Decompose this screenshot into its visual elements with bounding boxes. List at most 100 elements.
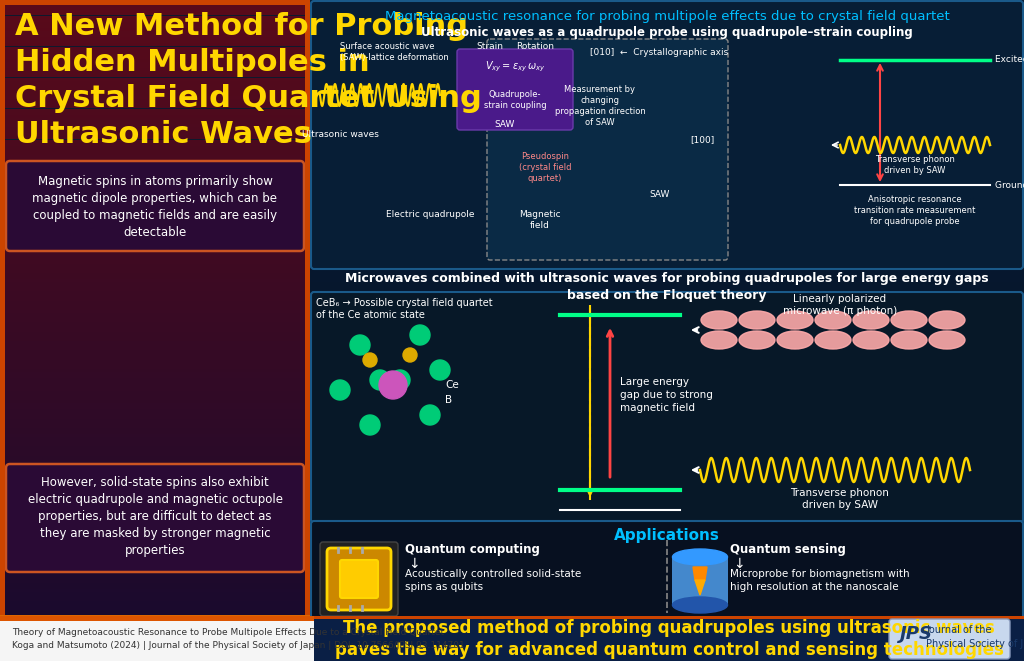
Bar: [310, 397, 1024, 400]
Bar: [0, 307, 310, 310]
Bar: [0, 40, 310, 44]
Bar: [310, 369, 1024, 372]
Bar: [0, 22, 310, 25]
Bar: [310, 493, 1024, 496]
Bar: [0, 229, 310, 233]
Bar: [310, 276, 1024, 279]
Bar: [0, 310, 310, 313]
Bar: [0, 75, 310, 77]
Bar: [310, 56, 1024, 59]
Bar: [0, 323, 310, 325]
Ellipse shape: [739, 311, 775, 329]
FancyBboxPatch shape: [6, 161, 304, 251]
Bar: [0, 558, 310, 561]
Bar: [310, 394, 1024, 397]
Text: Electric quadrupole: Electric quadrupole: [386, 210, 474, 219]
Text: Rotation: Rotation: [516, 42, 554, 51]
Bar: [310, 406, 1024, 409]
Ellipse shape: [853, 311, 889, 329]
Bar: [310, 605, 1024, 607]
Bar: [310, 521, 1024, 524]
Bar: [310, 235, 1024, 239]
Bar: [310, 264, 1024, 266]
Bar: [310, 446, 1024, 449]
Bar: [0, 521, 310, 524]
FancyBboxPatch shape: [311, 1, 1023, 269]
Bar: [0, 211, 310, 214]
Bar: [0, 19, 310, 22]
Text: A New Method for Probing
Hidden Multipoles in
Crystal Field Quartet Using
Ultras: A New Method for Probing Hidden Multipol…: [15, 12, 481, 149]
Bar: [0, 524, 310, 527]
Bar: [0, 586, 310, 589]
Bar: [310, 118, 1024, 121]
Bar: [0, 316, 310, 319]
Bar: [310, 449, 1024, 453]
Bar: [0, 512, 310, 515]
Bar: [310, 279, 1024, 282]
Bar: [0, 186, 310, 189]
Bar: [310, 25, 1024, 28]
Bar: [310, 617, 1024, 620]
Bar: [310, 152, 1024, 155]
Bar: [310, 208, 1024, 211]
Bar: [0, 105, 310, 108]
Bar: [310, 53, 1024, 56]
Circle shape: [370, 370, 390, 390]
Bar: [0, 139, 310, 143]
Bar: [310, 214, 1024, 217]
Bar: [310, 171, 1024, 174]
Bar: [310, 363, 1024, 366]
Bar: [0, 561, 310, 564]
Text: SAW: SAW: [495, 120, 515, 129]
Bar: [0, 539, 310, 543]
Bar: [0, 356, 310, 360]
Bar: [305, 0, 310, 620]
Bar: [0, 543, 310, 545]
Bar: [310, 524, 1024, 527]
Bar: [0, 87, 310, 90]
Bar: [0, 205, 310, 208]
Bar: [310, 223, 1024, 226]
Bar: [0, 208, 310, 211]
Bar: [310, 344, 1024, 347]
Text: $V_{xy} = \varepsilon_{xy}\,\omega_{xy}$: $V_{xy} = \varepsilon_{xy}\,\omega_{xy}$: [484, 60, 545, 75]
Bar: [310, 245, 1024, 248]
Bar: [0, 59, 310, 62]
Bar: [0, 574, 310, 576]
Bar: [310, 453, 1024, 455]
Bar: [310, 304, 1024, 307]
Bar: [0, 3, 310, 6]
Bar: [0, 161, 310, 165]
Bar: [310, 266, 1024, 270]
Bar: [0, 96, 310, 99]
Bar: [0, 273, 310, 276]
Text: Transverse phonon
driven by SAW: Transverse phonon driven by SAW: [791, 488, 890, 510]
Bar: [310, 555, 1024, 558]
FancyBboxPatch shape: [889, 619, 1010, 659]
Circle shape: [330, 380, 350, 400]
Bar: [0, 183, 310, 186]
Bar: [310, 149, 1024, 152]
Bar: [310, 192, 1024, 195]
Bar: [0, 279, 310, 282]
Bar: [310, 260, 1024, 264]
Bar: [310, 248, 1024, 251]
Bar: [310, 338, 1024, 341]
Bar: [0, 527, 310, 530]
Bar: [0, 34, 310, 37]
Circle shape: [403, 348, 417, 362]
Bar: [0, 397, 310, 400]
Bar: [0, 549, 310, 552]
Bar: [310, 13, 1024, 15]
Bar: [0, 372, 310, 375]
Text: Ultrasonic waves: Ultrasonic waves: [301, 130, 379, 139]
Bar: [310, 356, 1024, 360]
Bar: [0, 598, 310, 602]
Bar: [310, 354, 1024, 356]
Bar: [310, 329, 1024, 332]
Bar: [310, 592, 1024, 595]
Bar: [0, 369, 310, 372]
Bar: [0, 530, 310, 533]
FancyBboxPatch shape: [311, 521, 1023, 619]
Bar: [0, 28, 310, 31]
